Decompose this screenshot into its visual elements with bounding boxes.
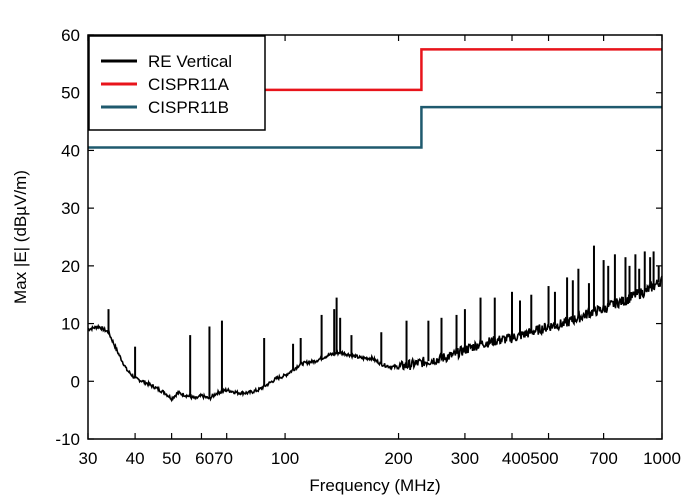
plot-area — [87, 48, 663, 403]
series-re-vertical-line — [87, 275, 663, 403]
y-tick-label: 40 — [61, 141, 80, 160]
plot-frame — [87, 34, 663, 440]
x-tick-label: 300 — [451, 449, 479, 468]
y-tick-label: 0 — [71, 372, 80, 391]
legend-label-cispr11a: CISPR11A — [148, 75, 230, 94]
x-tick-label: 40 — [126, 449, 145, 468]
x-tick-label: 6070 — [195, 449, 233, 468]
x-tick-label: 50 — [162, 449, 181, 468]
x-tick-label: 700 — [589, 449, 617, 468]
legend: RE Vertical CISPR11A CISPR11B — [88, 35, 266, 131]
y-tick-label: 60 — [61, 26, 80, 45]
y-tick-label: 30 — [61, 199, 80, 218]
series-cispr11b-line — [88, 105, 662, 149]
y-tick-label: 50 — [61, 84, 80, 103]
legend-label-re-vertical: RE Vertical — [148, 52, 232, 71]
x-tick-label: 400500 — [502, 449, 559, 468]
x-axis: 30 40 50 6070 100 200 300 400500 700 1000 — [79, 35, 681, 468]
x-tick-label: 200 — [384, 449, 412, 468]
y-tick-label: -10 — [55, 430, 80, 449]
y-tick-label: 20 — [61, 257, 80, 276]
y-tick-label: 10 — [61, 315, 80, 334]
y-axis-label: Max |E| (dBµV/m) — [11, 170, 30, 304]
x-axis-label: Frequency (MHz) — [309, 476, 440, 495]
x-tick-label: 30 — [79, 449, 98, 468]
y-axis: -10 0 10 20 30 40 50 60 — [55, 26, 662, 449]
x-tick-label: 100 — [271, 449, 299, 468]
legend-label-cispr11b: CISPR11B — [148, 98, 229, 117]
x-tick-label: 1000 — [643, 449, 681, 468]
